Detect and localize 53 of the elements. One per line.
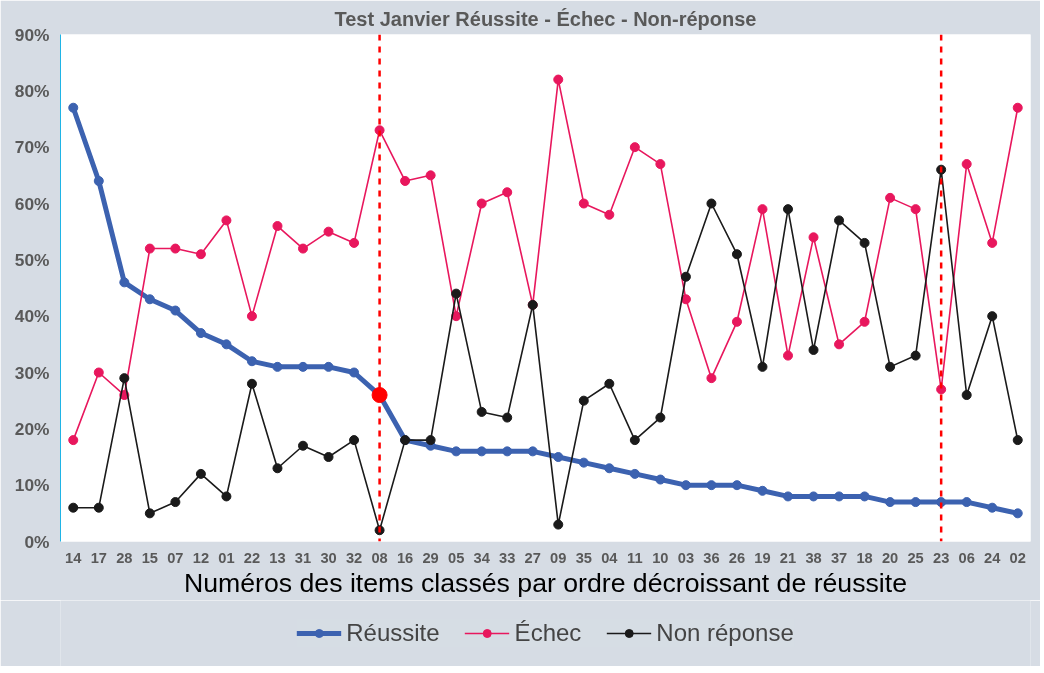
x-tick-label: 36 [703, 549, 720, 566]
x-tick-label: 30 [320, 549, 337, 566]
x-tick-label: 25 [907, 549, 924, 566]
x-tick-label: 01 [218, 549, 235, 566]
y-tick-label: 30% [14, 362, 50, 383]
legend-label: Non réponse [656, 619, 794, 647]
x-tick-label: 08 [371, 549, 388, 566]
x-tick-label: 03 [677, 549, 695, 566]
x-tick-label: 12 [192, 549, 210, 566]
x-tick-label: 18 [856, 549, 873, 566]
y-tick-label: 80% [14, 80, 50, 101]
x-tick-label: 17 [90, 549, 107, 566]
legend-label: Échec [514, 619, 582, 647]
x-tick-label: 23 [933, 549, 950, 566]
y-tick-label: 60% [14, 193, 50, 214]
y-tick-label: 90% [14, 24, 50, 45]
x-tick-label: 16 [396, 549, 414, 566]
legend-label: Réussite [346, 619, 440, 647]
x-tick-label: 11 [627, 549, 643, 566]
x-tick-label: 28 [116, 549, 133, 566]
x-tick-label: 34 [473, 549, 491, 566]
x-tick-label: 04 [601, 549, 619, 566]
x-tick-label: 38 [805, 549, 822, 566]
y-tick-label: 0% [24, 531, 50, 552]
x-tick-label: 21 [779, 549, 797, 566]
y-tick-label: 10% [14, 475, 50, 496]
y-tick-label: 70% [14, 137, 50, 158]
x-tick-label: 09 [550, 549, 567, 566]
chart-title: Test Janvier Réussite - Échec - Non-réponse [334, 7, 757, 30]
x-tick-label: 24 [984, 549, 1002, 566]
x-tick-label: 05 [448, 549, 465, 566]
x-tick-label: 13 [269, 549, 286, 566]
x-tick-label: 02 [1009, 549, 1026, 566]
x-tick-label: 14 [65, 549, 83, 566]
x-tick-label: 32 [345, 549, 363, 566]
x-tick-label: 26 [728, 549, 746, 566]
x-tick-label: 15 [141, 549, 158, 566]
x-tick-label: 37 [830, 549, 848, 566]
x-tick-label: 31 [294, 549, 312, 566]
x-tick-label: 29 [422, 549, 439, 566]
y-tick-label: 40% [14, 306, 50, 327]
x-tick-label: 27 [524, 549, 541, 566]
x-tick-label: 22 [243, 549, 261, 566]
x-tick-label: 33 [499, 549, 516, 566]
x-tick-label: 20 [881, 549, 899, 566]
x-tick-label: 07 [167, 549, 184, 566]
x-axis-title: Numéros des items classés par ordre décroissant de réussite [184, 567, 908, 598]
x-tick-label: 06 [958, 549, 975, 566]
y-tick-label: 20% [14, 418, 50, 439]
x-tick-label: 10 [652, 549, 669, 566]
x-tick-label: 19 [754, 549, 771, 566]
x-tick-label: 35 [575, 549, 592, 566]
y-tick-label: 50% [14, 249, 50, 270]
